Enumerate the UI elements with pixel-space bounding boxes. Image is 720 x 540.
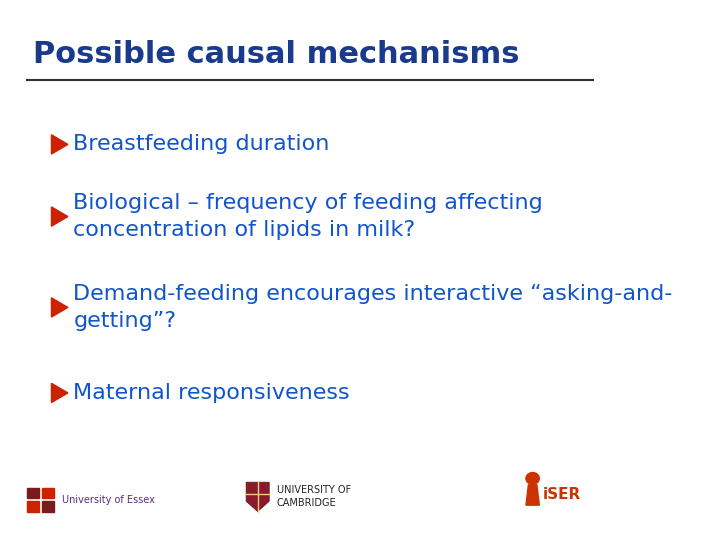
Polygon shape [526, 485, 539, 505]
Polygon shape [51, 207, 68, 226]
Circle shape [526, 472, 539, 484]
Bar [27, 501, 40, 511]
Text: Demand-feeding encourages interactive “asking-and-
getting”?: Demand-feeding encourages interactive “a… [73, 284, 672, 331]
Bar [42, 488, 55, 498]
Bar [42, 501, 55, 511]
Polygon shape [51, 383, 68, 402]
Text: UNIVERSITY OF
CAMBRIDGE: UNIVERSITY OF CAMBRIDGE [276, 485, 351, 509]
Text: University of Essex: University of Essex [63, 495, 156, 504]
Bar [27, 488, 40, 498]
Text: Breastfeeding duration: Breastfeeding duration [73, 134, 330, 154]
Text: Biological – frequency of feeding affecting
concentration of lipids in milk?: Biological – frequency of feeding affect… [73, 193, 543, 240]
Polygon shape [51, 298, 68, 317]
Text: Maternal responsiveness: Maternal responsiveness [73, 383, 350, 403]
Polygon shape [51, 135, 68, 154]
Polygon shape [246, 482, 269, 511]
Text: Possible causal mechanisms: Possible causal mechanisms [33, 40, 520, 69]
Text: iSER: iSER [542, 487, 580, 502]
